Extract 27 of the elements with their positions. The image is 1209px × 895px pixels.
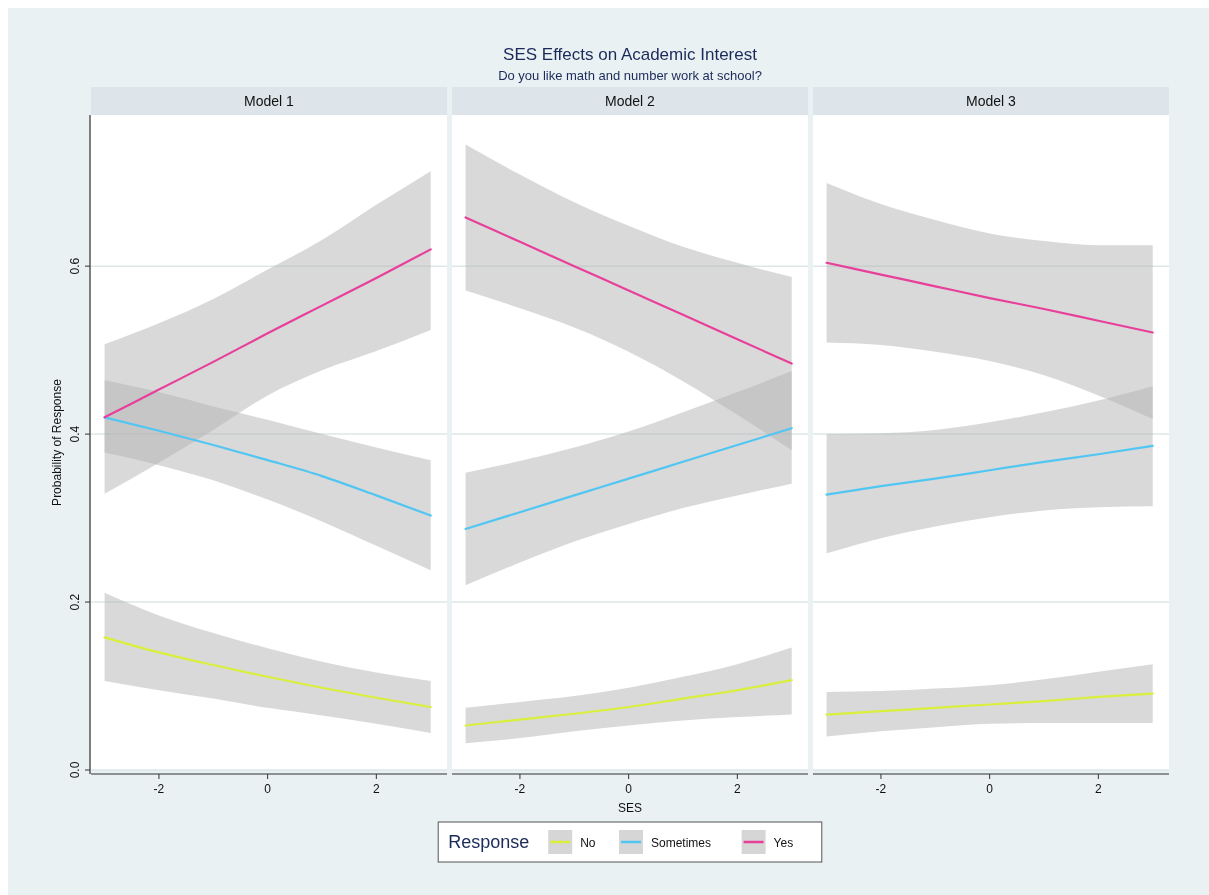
y-axis-title: Probability of Response	[50, 378, 64, 506]
x-tick-label: -2	[875, 782, 887, 796]
legend-label: Yes	[773, 836, 794, 850]
line-series	[103, 636, 432, 709]
line-series	[103, 248, 432, 419]
y-tick-label: 0.6	[68, 257, 82, 275]
y-tick-label: 0.4	[68, 425, 82, 443]
y-tick-label: 0.2	[68, 593, 82, 611]
y-tick-label: 0.0	[68, 761, 82, 779]
x-tick-label: -2	[514, 782, 526, 796]
text: Do you like math and number work at school?	[498, 68, 762, 83]
x-tick-label: 0	[986, 782, 994, 796]
text: SES Effects on Academic Interest	[503, 45, 758, 64]
x-tick-label: 0	[625, 782, 633, 796]
chart-title: Model 1	[244, 93, 295, 109]
chart-title: Model 2	[605, 93, 656, 109]
x-tick-label: 0	[264, 782, 272, 796]
x-tick-label: 2	[1095, 782, 1102, 796]
x-tick-label: 2	[373, 782, 380, 796]
x-tick-label: 2	[734, 782, 741, 796]
x-tick-label: -2	[153, 782, 165, 796]
legend-label: No	[580, 836, 596, 850]
chart-title: Model 3	[966, 93, 1017, 109]
x-axis-title: SES	[617, 801, 643, 815]
legend-title: Response	[448, 832, 530, 852]
legend-label: Sometimes	[651, 836, 712, 850]
line-series	[103, 416, 432, 517]
